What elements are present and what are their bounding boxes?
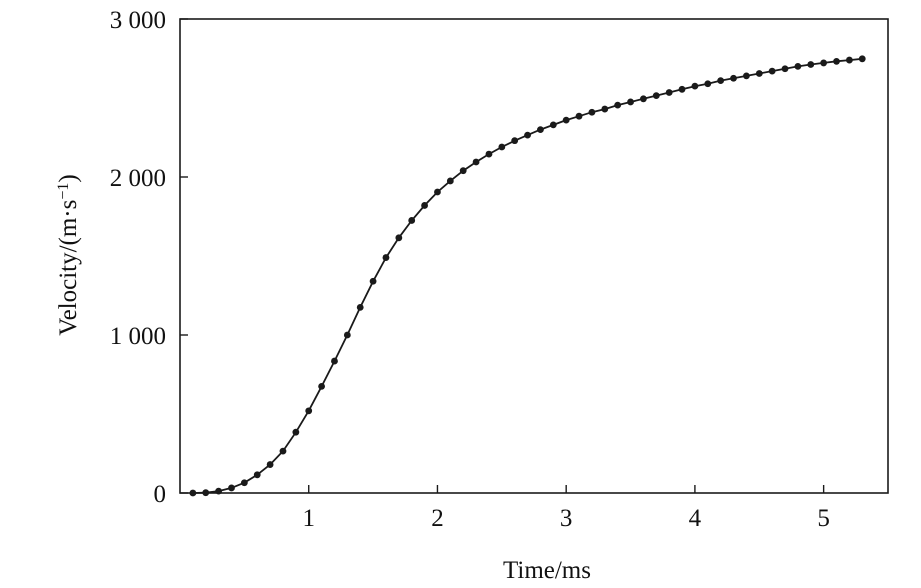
data-point <box>601 105 609 113</box>
y-axis-title-close: ) <box>55 174 82 182</box>
data-point <box>434 188 441 196</box>
data-point <box>588 108 596 116</box>
data-point <box>575 112 583 120</box>
data-point <box>858 55 866 63</box>
y-tick-label: 2 000 <box>110 165 166 192</box>
data-point <box>240 479 248 487</box>
data-point <box>820 59 828 67</box>
x-tick-label: 5 <box>817 505 830 532</box>
data-point <box>794 63 802 70</box>
y-axis-title-main: Velocity/(m·s <box>55 200 82 336</box>
data-point <box>395 234 403 242</box>
series <box>189 55 866 497</box>
data-point <box>228 484 235 492</box>
data-point <box>807 61 815 68</box>
data-point <box>678 85 686 93</box>
data-point <box>768 67 776 75</box>
data-point <box>421 202 428 209</box>
data-point <box>331 357 338 365</box>
data-point <box>755 70 763 77</box>
data-point <box>614 101 622 109</box>
data-point <box>640 95 647 103</box>
data-point <box>356 303 364 311</box>
y-axis-title-exponent: −1 <box>55 183 72 200</box>
data-point <box>498 143 506 151</box>
data-point <box>369 277 377 285</box>
x-tick-label: 1 <box>302 505 315 532</box>
data-point <box>781 65 789 73</box>
data-point <box>266 461 274 468</box>
data-point <box>305 407 313 415</box>
data-point <box>215 487 223 495</box>
y-tick-label: 3 000 <box>110 7 166 34</box>
data-point <box>485 150 493 158</box>
ticks: 1 2 3 4 5 0 1 000 2 000 3 000 <box>110 7 830 532</box>
data-point <box>382 254 390 261</box>
data-point <box>562 116 570 124</box>
data-point <box>743 72 750 80</box>
data-point <box>253 471 261 479</box>
data-point <box>459 167 467 175</box>
x-tick-label: 2 <box>431 505 444 532</box>
x-tick-label: 3 <box>560 505 573 532</box>
data-point <box>704 80 712 88</box>
data-point <box>189 489 197 497</box>
data-point <box>665 89 673 96</box>
x-axis-title: Time/ms <box>503 557 591 584</box>
data-point <box>524 131 531 139</box>
data-point <box>537 126 544 133</box>
data-point <box>343 331 351 339</box>
data-point <box>279 447 287 455</box>
data-point <box>472 158 480 166</box>
data-point <box>730 74 737 82</box>
y-axis-title: Velocity/(m·s−1) <box>55 174 83 335</box>
series-line <box>192 57 863 494</box>
data-point <box>446 177 454 185</box>
x-tick-label: 4 <box>689 505 702 532</box>
data-point <box>652 92 660 100</box>
data-point <box>292 428 300 436</box>
axes <box>179 18 889 494</box>
data-point <box>845 56 853 64</box>
data-point <box>511 137 519 145</box>
y-tick-label: 0 <box>154 481 167 508</box>
data-point <box>408 217 416 224</box>
data-point <box>627 98 634 106</box>
data-point <box>717 77 725 85</box>
data-point <box>833 57 840 65</box>
data-point <box>202 489 210 497</box>
data-point <box>549 121 557 129</box>
data-point <box>318 382 325 390</box>
plot-frame <box>179 18 889 494</box>
y-tick-label: 1 000 <box>110 323 166 350</box>
data-point <box>691 82 699 90</box>
